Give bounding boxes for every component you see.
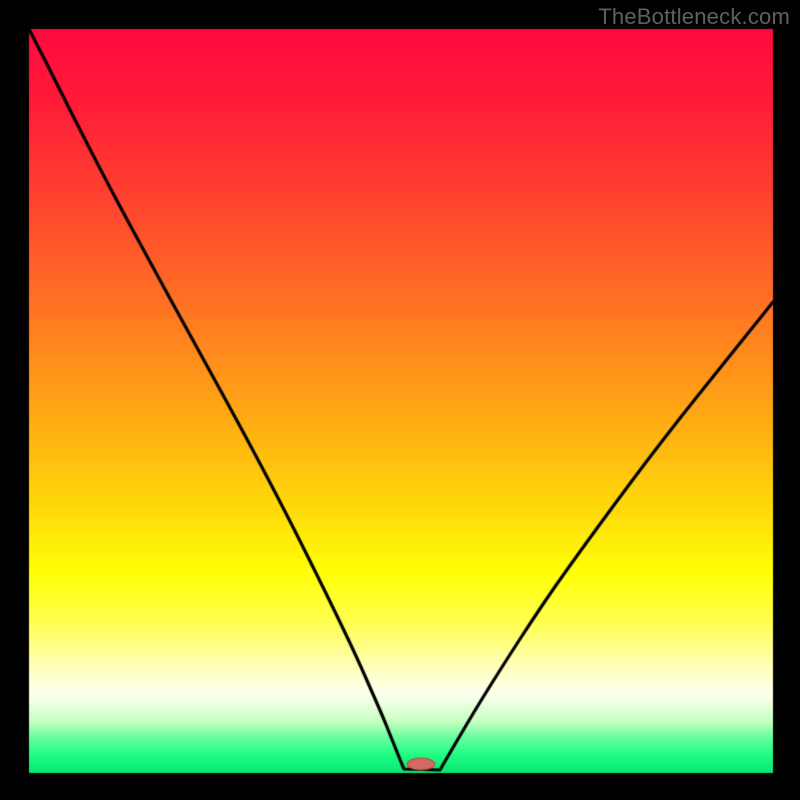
watermark-text: TheBottleneck.com [598, 4, 790, 30]
bottleneck-chart [0, 0, 800, 800]
